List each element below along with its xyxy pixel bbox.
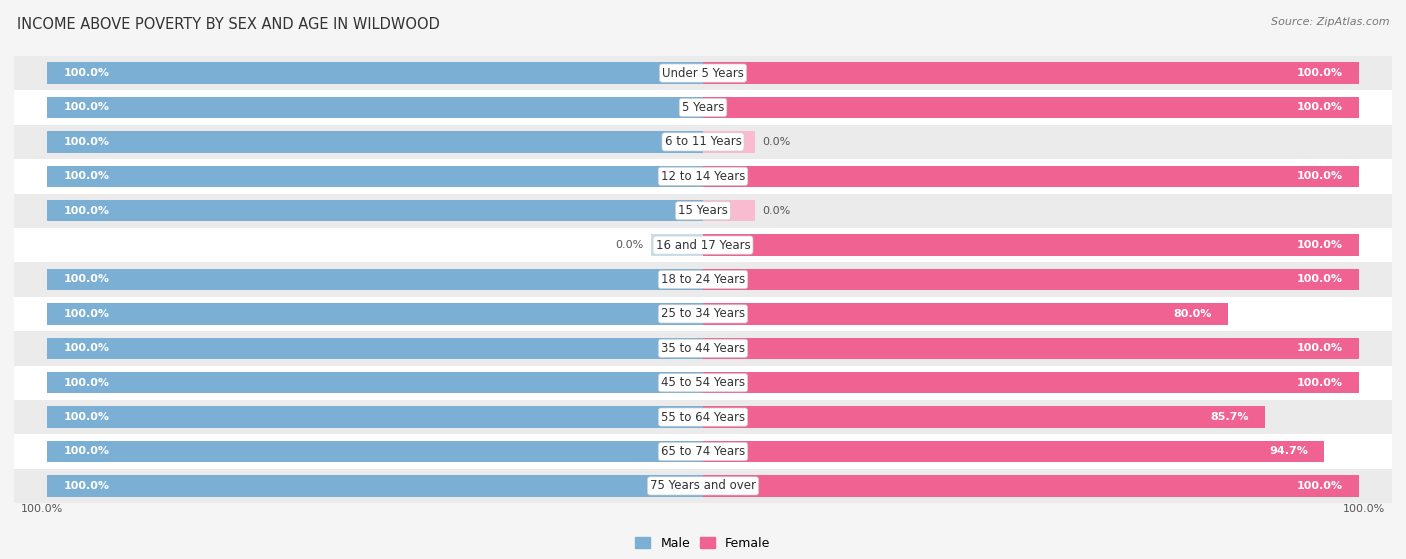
Text: 0.0%: 0.0%	[762, 137, 790, 147]
Text: 100.0%: 100.0%	[1296, 171, 1343, 181]
Text: 100.0%: 100.0%	[1296, 68, 1343, 78]
Text: 45 to 54 Years: 45 to 54 Years	[661, 376, 745, 389]
Text: 80.0%: 80.0%	[1173, 309, 1212, 319]
Bar	[703, 441, 1324, 462]
Text: 100.0%: 100.0%	[63, 309, 110, 319]
Text: 55 to 64 Years: 55 to 64 Years	[661, 411, 745, 424]
Bar	[46, 131, 703, 153]
Bar	[14, 400, 1392, 434]
Bar	[46, 63, 703, 84]
Bar	[46, 475, 703, 496]
Bar	[46, 200, 703, 221]
Text: 100.0%: 100.0%	[63, 274, 110, 285]
Text: 100.0%: 100.0%	[1296, 343, 1343, 353]
Bar	[14, 434, 1392, 468]
Text: 100.0%: 100.0%	[63, 171, 110, 181]
Bar	[46, 303, 703, 325]
Text: 100.0%: 100.0%	[1296, 378, 1343, 388]
Bar	[14, 468, 1392, 503]
Bar	[46, 406, 703, 428]
Text: 85.7%: 85.7%	[1211, 412, 1249, 422]
Text: 100.0%: 100.0%	[63, 102, 110, 112]
Text: 6 to 11 Years: 6 to 11 Years	[665, 135, 741, 148]
Bar	[46, 63, 703, 84]
Text: Source: ZipAtlas.com: Source: ZipAtlas.com	[1271, 17, 1389, 27]
Text: 100.0%: 100.0%	[1296, 274, 1343, 285]
Legend: Male, Female: Male, Female	[630, 532, 776, 555]
Bar	[46, 269, 703, 290]
Text: 100.0%: 100.0%	[63, 68, 110, 78]
Text: 100.0%: 100.0%	[1343, 504, 1385, 514]
Bar	[703, 303, 1227, 325]
Bar	[46, 165, 703, 187]
Text: 100.0%: 100.0%	[1296, 481, 1343, 491]
Bar	[14, 331, 1392, 366]
Bar	[703, 165, 1360, 187]
Text: 100.0%: 100.0%	[63, 206, 110, 216]
Bar	[703, 406, 1265, 428]
Bar	[46, 372, 703, 394]
Text: 15 Years: 15 Years	[678, 204, 728, 217]
Bar	[703, 372, 1360, 394]
Bar	[14, 125, 1392, 159]
Bar	[651, 234, 703, 256]
Text: 35 to 44 Years: 35 to 44 Years	[661, 342, 745, 355]
Bar	[14, 159, 1392, 193]
Text: 100.0%: 100.0%	[63, 343, 110, 353]
Bar	[46, 406, 703, 428]
Bar	[46, 475, 703, 496]
Bar	[46, 441, 703, 462]
Bar	[46, 372, 703, 394]
Text: 100.0%: 100.0%	[63, 447, 110, 457]
Bar	[14, 262, 1392, 297]
Bar	[14, 56, 1392, 91]
Text: INCOME ABOVE POVERTY BY SEX AND AGE IN WILDWOOD: INCOME ABOVE POVERTY BY SEX AND AGE IN W…	[17, 17, 440, 32]
Text: 65 to 74 Years: 65 to 74 Years	[661, 445, 745, 458]
Bar	[46, 165, 703, 187]
Bar	[14, 193, 1392, 228]
Bar	[46, 97, 703, 118]
Text: 100.0%: 100.0%	[1296, 102, 1343, 112]
Bar	[703, 131, 755, 153]
Bar	[46, 131, 703, 153]
Text: 25 to 34 Years: 25 to 34 Years	[661, 307, 745, 320]
Text: 100.0%: 100.0%	[63, 378, 110, 388]
Text: 5 Years: 5 Years	[682, 101, 724, 114]
Bar	[46, 269, 703, 290]
Text: 100.0%: 100.0%	[21, 504, 63, 514]
Bar	[46, 303, 703, 325]
Bar	[703, 234, 1360, 256]
Text: 100.0%: 100.0%	[63, 412, 110, 422]
Text: 100.0%: 100.0%	[63, 481, 110, 491]
Bar	[46, 97, 703, 118]
Bar	[14, 91, 1392, 125]
Bar	[46, 338, 703, 359]
Text: 16 and 17 Years: 16 and 17 Years	[655, 239, 751, 252]
Bar	[14, 228, 1392, 262]
Text: 12 to 14 Years: 12 to 14 Years	[661, 170, 745, 183]
Bar	[14, 297, 1392, 331]
Bar	[703, 269, 1360, 290]
Bar	[703, 200, 755, 221]
Text: 100.0%: 100.0%	[63, 137, 110, 147]
Text: 94.7%: 94.7%	[1270, 447, 1308, 457]
Text: Under 5 Years: Under 5 Years	[662, 67, 744, 79]
Bar	[46, 200, 703, 221]
Text: 0.0%: 0.0%	[762, 206, 790, 216]
Bar	[46, 338, 703, 359]
Bar	[703, 63, 1360, 84]
Text: 100.0%: 100.0%	[1296, 240, 1343, 250]
Text: 0.0%: 0.0%	[616, 240, 644, 250]
Bar	[703, 475, 1360, 496]
Bar	[14, 366, 1392, 400]
Bar	[46, 441, 703, 462]
Text: 75 Years and over: 75 Years and over	[650, 480, 756, 492]
Text: 18 to 24 Years: 18 to 24 Years	[661, 273, 745, 286]
Bar	[703, 97, 1360, 118]
Bar	[703, 338, 1360, 359]
